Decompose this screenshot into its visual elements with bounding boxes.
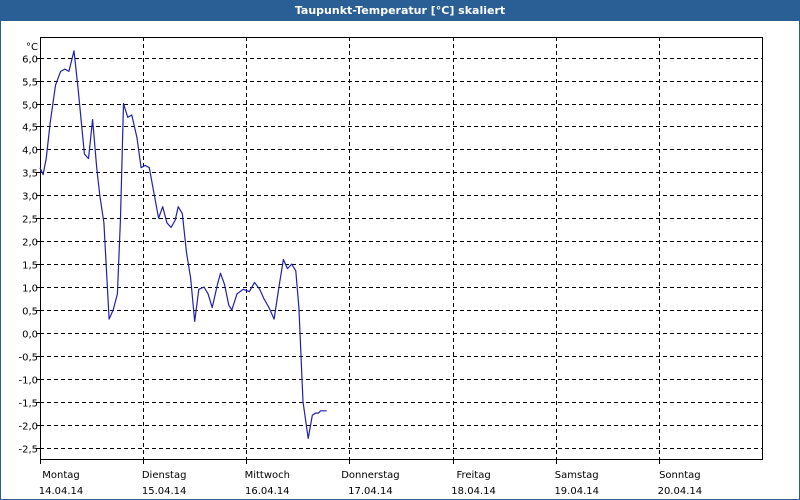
x-tick-day-label: Mittwoch	[245, 470, 290, 481]
y-tick-label: 4,5	[22, 123, 38, 134]
x-tick-date-label: 17.04.14	[348, 486, 393, 497]
plot-frame	[40, 37, 763, 460]
x-tick-day-label: Sonntag	[659, 470, 701, 481]
y-tick-label: 1,5	[22, 261, 38, 272]
y-tick-label: 2,0	[22, 238, 38, 249]
x-tick-date-label: 16.04.14	[245, 486, 290, 497]
x-tick-day-label: Samstag	[555, 470, 599, 481]
y-tick-label: 4,0	[22, 146, 38, 157]
grid	[40, 37, 762, 459]
x-tick-date-label: 14.04.14	[39, 486, 84, 497]
chart-title: Taupunkt-Temperatur [°C] skaliert	[1, 1, 799, 21]
x-tick-date-label: 20.04.14	[658, 486, 703, 497]
series-line	[39, 50, 327, 439]
y-axis-unit-label: °C	[26, 42, 38, 53]
series-layer	[39, 50, 327, 439]
x-tick-day-label: Donnerstag	[341, 470, 399, 481]
x-tick-date-label: 19.04.14	[554, 486, 599, 497]
y-tick-label: 2,5	[22, 215, 38, 226]
y-tick-label: -2,5	[18, 445, 38, 456]
y-axis-ticks: 6,0 5,5 5,0 4,5 4,0 3,5 3,0 2,5 2,0 1,5 1,0 0,5 0,0 -…	[18, 55, 40, 456]
x-tick-day-label: Montag	[42, 470, 79, 481]
y-tick-label: -0,5	[18, 353, 38, 364]
x-tick-date-label: 18.04.14	[451, 486, 496, 497]
y-tick-label: 5,5	[22, 78, 38, 89]
y-tick-label: 0,5	[22, 307, 38, 318]
y-tick-label: 3,0	[22, 192, 38, 203]
y-tick-label: -2,0	[18, 422, 38, 433]
y-tick-label: 1,0	[22, 284, 38, 295]
x-tick-date-label: 15.04.14	[142, 486, 187, 497]
y-tick-label: 6,0	[22, 55, 38, 66]
y-tick-label: 3,5	[22, 169, 38, 180]
x-axis-ticks: Montag 14.04.14 Dienstag 15.04.14 Mittwoch 16…	[39, 459, 702, 497]
x-tick-day-label: Dienstag	[142, 470, 187, 481]
y-tick-label: -1,0	[18, 376, 38, 387]
y-tick-label: 0,0	[22, 330, 38, 341]
y-tick-label: 5,0	[22, 101, 38, 112]
x-tick-day-label: Freitag	[456, 470, 490, 481]
y-tick-label: -1,5	[18, 399, 38, 410]
